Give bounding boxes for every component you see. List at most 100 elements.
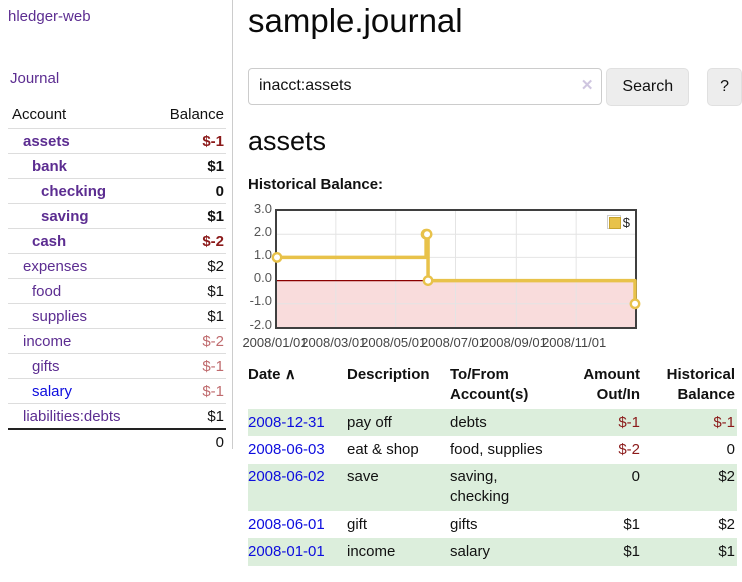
register-header-row: Date ∧ Description To/From Account(s) Am… — [248, 363, 737, 410]
sidebar-account-link[interactable]: assets — [23, 132, 70, 150]
transaction-accounts: gifts — [450, 515, 478, 533]
sidebar-account-link[interactable]: income — [23, 332, 72, 350]
sidebar-account-link[interactable]: food — [32, 282, 62, 300]
account-balance: $1 — [138, 278, 226, 304]
transaction-accounts: debts — [450, 413, 487, 431]
account-balance: $1 — [138, 403, 226, 429]
transaction-description: income — [347, 542, 396, 560]
legend-swatch-icon — [606, 215, 621, 230]
sidebar-item-journal[interactable]: Journal — [10, 70, 60, 87]
transaction-amount: $1 — [623, 542, 640, 560]
transaction-amount: $-1 — [618, 413, 640, 431]
sort-ascending-icon: ∧ — [284, 365, 296, 383]
transaction-amount: $1 — [623, 515, 640, 533]
sidebar-account-link[interactable]: expenses — [23, 257, 88, 275]
account-balance: $2 — [138, 253, 226, 279]
account-balance: $1 — [138, 303, 226, 329]
transaction-date-link[interactable]: 2008-06-02 — [248, 468, 325, 486]
account-heading: assets — [248, 125, 327, 156]
register-header-description: Description — [347, 365, 430, 383]
app-title-link[interactable]: hledger-web — [8, 8, 91, 25]
chart-title: Historical Balance: — [248, 175, 384, 193]
account-row: expenses $2 — [8, 253, 226, 279]
x-axis-tick-label: 2008/03/01 — [301, 334, 367, 350]
legend-label: $ — [622, 214, 630, 230]
account-balance: $1 — [138, 153, 226, 179]
search-button[interactable]: Search — [606, 67, 690, 106]
account-balance: $-1 — [138, 353, 226, 379]
transaction-balance: 0 — [726, 440, 735, 458]
y-axis-tick-label: 1.0 — [253, 247, 272, 263]
account-balance: $-1 — [138, 128, 226, 154]
transaction-date-link[interactable]: 2008-06-03 — [248, 440, 325, 458]
y-axis-tick-label: 2.0 — [253, 223, 272, 239]
accounts-header-account: Account — [12, 106, 67, 123]
accounts-header-balance: Balance — [169, 106, 224, 123]
sidebar-account-link[interactable]: liabilities:debts — [23, 407, 121, 425]
accounts-table: Account Balance assets $-1 bank $1 checking 0… — [8, 103, 226, 455]
account-row: supplies $1 — [8, 303, 226, 329]
sidebar-account-link[interactable]: salary — [32, 382, 73, 400]
chart-legend: $ — [604, 213, 632, 231]
transaction-date-link[interactable]: 2008-12-31 — [248, 413, 325, 431]
account-balance: $1 — [138, 203, 226, 229]
sidebar-account-link[interactable]: gifts — [32, 357, 60, 375]
account-row: saving $1 — [8, 203, 226, 229]
transaction-balance: $1 — [718, 542, 735, 560]
y-axis-tick-label: 0.0 — [253, 270, 272, 286]
transaction-description: gift — [347, 515, 368, 533]
page-title: sample.journal — [248, 2, 463, 39]
y-axis-tick-label: -2.0 — [249, 316, 272, 332]
transaction-balance: $2 — [718, 468, 735, 486]
account-row: checking 0 — [8, 178, 226, 204]
transaction-amount: 0 — [631, 468, 640, 486]
transaction-balance: $-1 — [713, 413, 735, 431]
x-axis-tick-label: 2008/05/01 — [361, 334, 427, 350]
chart-plot: $ — [271, 208, 641, 329]
account-row: income $-2 — [8, 328, 226, 354]
x-axis-tick-label: 2008/09/01 — [481, 334, 547, 350]
accounts-tbody: assets $-1 bank $1 checking 0 saving $1 cash $-2 e… — [8, 128, 226, 429]
register-table: Date ∧ Description To/From Account(s) Am… — [248, 363, 737, 566]
clear-search-icon[interactable]: ✕ — [580, 76, 594, 94]
sidebar-account-link[interactable]: supplies — [32, 307, 88, 325]
transaction-accounts: salary — [450, 542, 491, 560]
account-balance: 0 — [138, 178, 226, 204]
sidebar-account-link[interactable]: bank — [32, 157, 68, 175]
register-row: 2008-12-31 pay off debts $-1 $-1 — [248, 409, 737, 437]
search-input[interactable] — [248, 67, 603, 105]
accounts-total: 0 — [138, 428, 226, 455]
sidebar-account-link[interactable]: cash — [32, 232, 67, 250]
account-row: bank $1 — [8, 153, 226, 179]
account-row: assets $-1 — [8, 128, 226, 154]
account-row: salary $-1 — [8, 378, 226, 404]
main-content: sample.journal ✕ Search ? assets Histori… — [242, 0, 742, 566]
x-axis-tick-label: 2008/01/01 — [242, 334, 308, 350]
register-header-accounts: To/From Account(s) — [450, 365, 529, 403]
account-balance: $-2 — [138, 328, 226, 354]
sidebar: hledger-web Journal Account Balance asse… — [0, 0, 233, 455]
sidebar-account-link[interactable]: checking — [41, 182, 107, 200]
transaction-description: eat & shop — [347, 440, 419, 458]
transaction-date-link[interactable]: 2008-01-01 — [248, 542, 325, 560]
accounts-total-row: 0 — [8, 428, 226, 455]
account-row: cash $-2 — [8, 228, 226, 254]
transaction-date-link[interactable]: 2008-06-01 — [248, 515, 325, 533]
x-axis-tick-label: 2008/07/01 — [420, 334, 487, 350]
transaction-description: pay off — [347, 413, 392, 431]
transaction-amount: $-2 — [618, 440, 640, 458]
y-axis-tick-label: -1.0 — [249, 293, 272, 309]
transaction-accounts: food, supplies — [450, 440, 543, 458]
sidebar-account-link[interactable]: saving — [41, 207, 89, 225]
balance-chart: $ 3.0 2.0 1.0 0.0 -1.0 -2.0 2008/01/01 2008/03/… — [242, 201, 728, 350]
account-row: liabilities:debts $1 — [8, 403, 226, 429]
register-row: 2008-01-01 income salary $1 $1 — [248, 538, 737, 566]
register-header-date[interactable]: Date ∧ — [248, 365, 296, 383]
account-balance: $-1 — [138, 378, 226, 404]
help-button[interactable]: ? — [707, 67, 742, 106]
account-row: food $1 — [8, 278, 226, 304]
transaction-description: save — [347, 468, 379, 486]
register-header-amount: Amount Out/In — [583, 365, 640, 403]
register-row: 2008-06-02 save saving, checking 0 $2 — [248, 463, 737, 512]
register-tbody: 2008-12-31 pay off debts $-1 $-1 2008-06-03 ea… — [248, 409, 737, 566]
